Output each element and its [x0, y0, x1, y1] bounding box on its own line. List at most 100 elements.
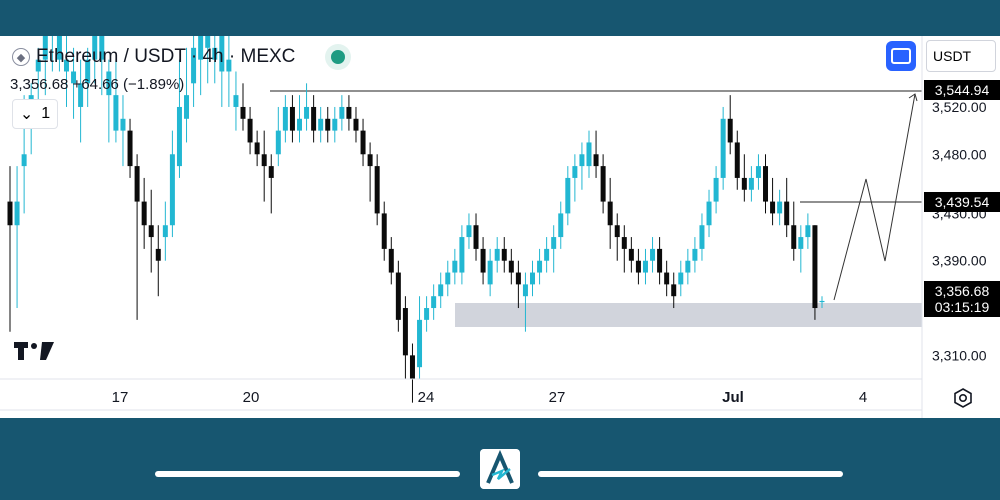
candle-body [275, 130, 281, 155]
candle-body [607, 201, 613, 226]
candle-body [791, 225, 797, 249]
candle-body [741, 177, 747, 190]
y-tick-label: 3,520.00 [932, 99, 987, 115]
candle-body [685, 260, 691, 273]
candle-body [763, 166, 769, 202]
candle-body [459, 237, 465, 273]
candle-body [621, 237, 627, 249]
candle-body [515, 272, 521, 285]
candle-body [282, 106, 288, 131]
candle-body [501, 248, 507, 261]
candle-body [162, 225, 168, 238]
candle-body [650, 248, 656, 261]
fullscreen-icon [891, 48, 911, 64]
candle-body [572, 166, 578, 178]
candle-body [692, 248, 698, 261]
candle-body [42, 36, 48, 60]
candle-body [508, 260, 514, 273]
x-tick-label: 4 [859, 389, 867, 406]
candle-body [713, 177, 719, 202]
candle-body [176, 106, 182, 167]
candle-body [452, 260, 458, 273]
fullscreen-button[interactable] [886, 41, 916, 71]
candle-body [134, 166, 140, 202]
price-label-breakout: 3,439.54 [924, 192, 1000, 212]
candle-body [777, 201, 783, 214]
candle-body [106, 71, 112, 96]
symbol-header: ◆ Ethereum / USDT · 4h · MEXC [12, 46, 346, 68]
candle-body [7, 201, 13, 226]
candle-body [784, 201, 790, 226]
candle-body [388, 248, 394, 273]
candle-body [99, 36, 105, 60]
candle-body [431, 296, 437, 309]
candle-body [445, 272, 451, 285]
candle-body [346, 106, 352, 119]
chevron-down-icon: ⌄ [19, 106, 34, 123]
candle-body [113, 95, 119, 131]
candle-body [551, 237, 557, 249]
candle-body [819, 300, 825, 303]
candle-body [304, 106, 310, 119]
chart-frame[interactable]: 3,310.003,350.003,390.003,430.003,480.00… [0, 36, 1000, 418]
candle-body [558, 213, 564, 238]
candle-body [671, 284, 677, 297]
candle-body [748, 177, 754, 190]
candle-body [148, 225, 154, 238]
candle-body [212, 47, 218, 60]
candle-body [240, 106, 246, 119]
candle-body [247, 118, 253, 143]
projection-path [833, 93, 916, 301]
candle-body [805, 225, 811, 238]
candle-body [770, 201, 776, 214]
candle-body [268, 166, 274, 178]
candle-body [63, 59, 69, 72]
candle-body [812, 225, 818, 309]
candle-body [635, 260, 641, 273]
candle-body [544, 248, 550, 261]
status-dot-icon [331, 50, 346, 64]
price-change-readout: 3,356.68 +64.66 (−1.89%) [10, 76, 185, 93]
candle-body [374, 166, 380, 214]
candle-body [56, 36, 62, 60]
price-chart[interactable]: 3,310.003,350.003,390.003,430.003,480.00… [0, 36, 1000, 418]
projection-arrow-head [908, 93, 918, 102]
candle-body [466, 225, 472, 238]
x-tick-label: 17 [112, 389, 129, 406]
candle-body [169, 154, 175, 226]
eth-logo-icon: ◆ [12, 48, 30, 66]
interval-toggle[interactable]: ⌄ 1 [12, 99, 58, 129]
candle-body [402, 308, 408, 356]
candle-body [325, 118, 331, 131]
currency-button[interactable]: USDT [926, 40, 996, 72]
candle-body [755, 166, 761, 178]
candle-body [184, 95, 190, 119]
candle-body [219, 36, 225, 72]
x-tick-label: Jul [722, 389, 744, 406]
x-tick-label: 24 [418, 389, 435, 406]
right-decorative-bar [538, 471, 843, 477]
candle-body [409, 355, 415, 379]
left-decorative-bar [155, 471, 460, 477]
settings-icon[interactable] [951, 386, 975, 410]
candle-body [798, 237, 804, 249]
symbol-title: Ethereum / USDT · 4h · MEXC [36, 46, 296, 67]
candle-body [226, 59, 232, 72]
candle-body [424, 308, 430, 320]
candle-body [438, 284, 444, 297]
candle-body [600, 166, 606, 202]
candle-body [565, 177, 571, 214]
candle-body [395, 272, 401, 320]
candle-body [127, 130, 133, 167]
demand-zone [455, 303, 922, 327]
candle-body [473, 225, 479, 249]
x-tick-label: 27 [549, 389, 566, 406]
candle-body [537, 260, 543, 273]
candle-body [487, 260, 493, 285]
candle-body [92, 36, 98, 60]
candle-body [296, 118, 302, 131]
tradingview-logo-icon [14, 342, 54, 360]
price-label-resistance: 3,544.94 [924, 80, 1000, 100]
candle-body [311, 106, 317, 131]
y-tick-label: 3,310.00 [932, 347, 987, 363]
